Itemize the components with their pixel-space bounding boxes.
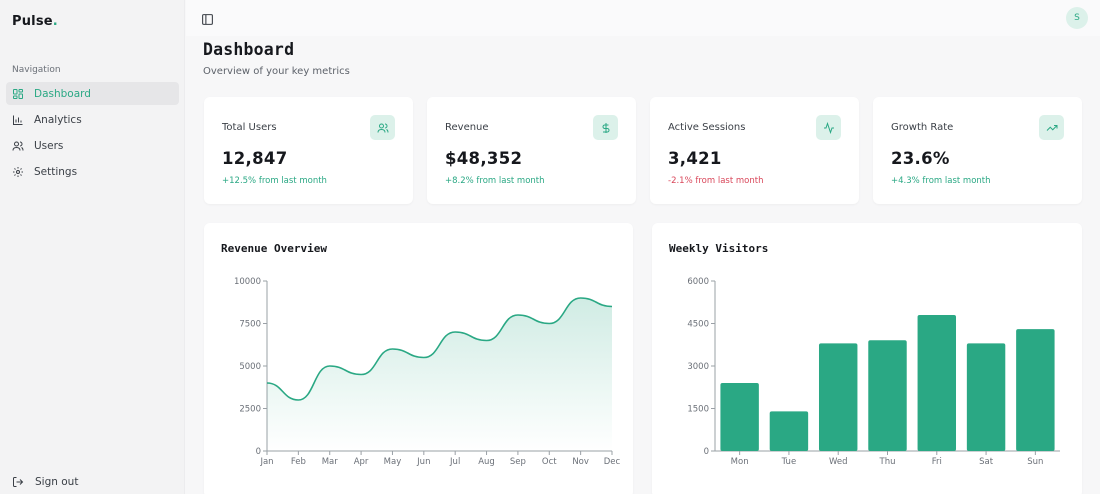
stat-delta: +8.2% from last month (445, 176, 545, 186)
y-tick-label: 3000 (687, 362, 709, 372)
stat-label: Total Users (222, 122, 277, 133)
revenue-series-line (266, 297, 613, 401)
sidebar-nav: Dashboard Analytics Users Settings (6, 82, 179, 186)
bar-wed (818, 343, 858, 451)
bar-mon (720, 383, 759, 451)
x-tick-label: Mar (322, 457, 339, 467)
sidebar-item-settings[interactable]: Settings (6, 160, 179, 183)
sidebar: Pulse. Navigation Dashboard Analytics Us… (0, 0, 185, 494)
stat-label: Revenue (445, 122, 489, 133)
log-out-icon (12, 476, 24, 488)
weekly-visitors-bar-chart: 0 1500 3000 4500 6000 Mon Tue Wed Thu Fri Sat Sun (687, 277, 1060, 467)
y-tick-label: 7500 (239, 320, 261, 330)
app-logo[interactable]: Pulse. (12, 14, 58, 29)
stat-value: 3,421 (668, 149, 722, 168)
stat-card-total-users: Total Users 12,847 +12.5% from last mont… (204, 97, 413, 204)
trending-up-icon (1039, 115, 1064, 140)
x-tick-label: Nov (572, 457, 589, 467)
sign-out-button[interactable]: Sign out (12, 476, 78, 488)
users-icon (370, 115, 395, 140)
avatar[interactable]: S (1066, 7, 1088, 29)
x-tick-label: Oct (542, 457, 557, 467)
nav-heading: Navigation (12, 65, 61, 75)
x-tick-label: Sun (1027, 457, 1043, 467)
stat-card-revenue: Revenue $48,352 +8.2% from last month (427, 97, 636, 204)
y-tick-label: 5000 (239, 362, 261, 372)
weekly-visitors-card: Weekly Visitors 0 1500 3000 4500 6000 Mon Tue W… (652, 223, 1082, 494)
sidebar-item-label: Settings (34, 165, 78, 178)
x-tick-label: Feb (291, 457, 306, 467)
top-bar: S (186, 0, 1100, 36)
x-tick-label: Thu (879, 457, 896, 467)
bar-tue (769, 411, 809, 451)
x-tick-label: Aug (478, 457, 495, 467)
stat-card-active-sessions: Active Sessions 3,421 -2.1% from last mo… (650, 97, 859, 204)
x-tick-label: Dec (604, 457, 621, 467)
revenue-overview-card: Revenue Overview 0 2500 5000 7500 10000 Jan Fe… (204, 223, 633, 494)
y-tick-label: 1500 (687, 405, 709, 415)
y-tick-label: 6000 (687, 277, 709, 287)
dashboard-icon (12, 88, 24, 100)
page-title: Dashboard (203, 40, 295, 59)
sidebar-item-label: Analytics (34, 113, 82, 126)
sidebar-toggle-icon[interactable] (201, 11, 214, 25)
bar-thu (868, 340, 907, 451)
sign-out-label: Sign out (35, 476, 79, 488)
y-tick-label: 2500 (239, 405, 261, 415)
stat-delta: +12.5% from last month (222, 176, 327, 186)
stat-delta: -2.1% from last month (668, 176, 764, 186)
revenue-area-chart: 0 2500 5000 7500 10000 Jan Feb Mar Apr May Jun Jul A… (234, 277, 621, 467)
users-icon (12, 140, 24, 152)
dollar-icon (593, 115, 618, 140)
sidebar-item-dashboard[interactable]: Dashboard (6, 82, 179, 105)
chart-title: Revenue Overview (221, 242, 327, 255)
sidebar-item-label: Dashboard (34, 87, 91, 100)
bar-sat (966, 343, 1006, 451)
stat-value: 12,847 (222, 149, 288, 168)
bar-sun (1016, 329, 1055, 451)
page-subtitle: Overview of your key metrics (203, 66, 350, 77)
y-tick-label: 0 (256, 447, 261, 457)
x-tick-label: Jul (449, 457, 460, 467)
chart-title: Weekly Visitors (669, 242, 769, 255)
x-tick-label: Sat (979, 457, 994, 467)
x-tick-label: Sep (510, 457, 526, 467)
sidebar-item-analytics[interactable]: Analytics (6, 108, 179, 131)
stat-delta: +4.3% from last month (891, 176, 991, 186)
x-tick-label: Tue (781, 457, 797, 467)
stat-value: $48,352 (445, 149, 523, 168)
x-tick-label: Wed (829, 457, 848, 467)
y-tick-label: 10000 (234, 277, 261, 287)
x-tick-label: Fri (932, 457, 942, 467)
x-tick-label: Jun (416, 457, 430, 467)
stat-card-growth-rate: Growth Rate 23.6% +4.3% from last month (873, 97, 1082, 204)
stat-label: Growth Rate (891, 122, 954, 133)
y-tick-label: 4500 (687, 320, 709, 330)
sidebar-item-label: Users (34, 139, 64, 152)
revenue-area-fill (267, 298, 612, 451)
x-tick-label: Mon (731, 457, 749, 467)
stat-label: Active Sessions (668, 122, 746, 133)
x-tick-label: May (384, 457, 402, 467)
x-tick-label: Jan (259, 457, 273, 467)
gear-icon (12, 166, 24, 178)
x-tick-label: Apr (354, 457, 369, 467)
activity-icon (816, 115, 841, 140)
stat-value: 23.6% (891, 149, 950, 168)
bar-chart-icon (12, 114, 24, 126)
bar-fri (917, 315, 957, 451)
y-tick-label: 0 (704, 447, 709, 457)
sidebar-item-users[interactable]: Users (6, 134, 179, 157)
